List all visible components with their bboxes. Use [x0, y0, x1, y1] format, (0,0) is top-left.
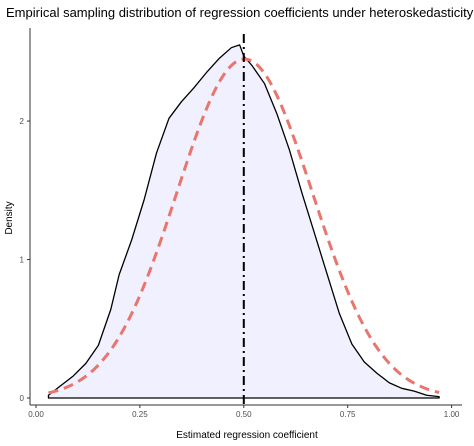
y-tick-label: 2 — [20, 117, 25, 126]
x-axis-title: Estimated regression coefficient — [176, 430, 318, 441]
x-tick-label: 0.00 — [28, 410, 44, 419]
x-tick-label: 0.50 — [236, 410, 252, 419]
y-axis-title: Density — [4, 201, 15, 234]
plot-area — [47, 34, 440, 405]
chart-title: Empirical sampling distribution of regre… — [6, 5, 474, 20]
tick-layer: 0.00 0.25 0.50 0.75 1.00 0 1 2 — [20, 117, 460, 419]
y-tick-label: 1 — [20, 256, 25, 265]
axes — [29, 28, 462, 406]
x-tick-label: 0.75 — [340, 410, 356, 419]
x-tick-label: 1.00 — [444, 410, 460, 419]
density-area-fill — [48, 44, 440, 399]
y-tick-label: 0 — [20, 394, 25, 403]
x-tick-label: 0.25 — [132, 410, 148, 419]
